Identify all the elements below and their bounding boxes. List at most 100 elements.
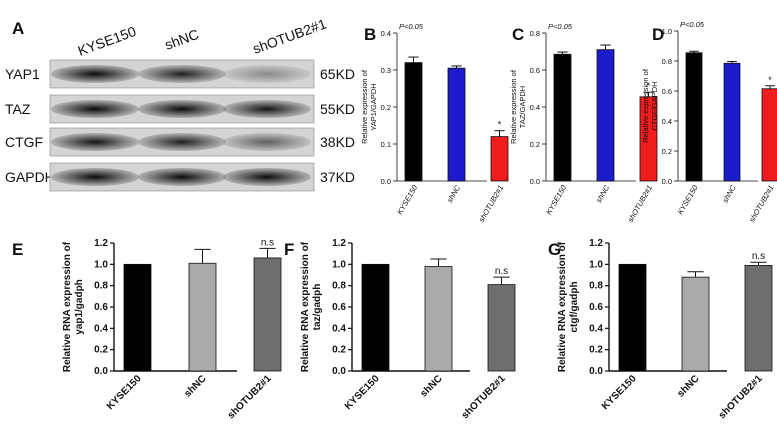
significance-mark-b-3: * <box>498 120 502 130</box>
panel-letter-f: F <box>284 240 294 259</box>
y-tick-label-c-1: 0.2 <box>530 140 540 149</box>
band-taz-lane-1 <box>51 100 139 118</box>
bar-g-2 <box>681 276 710 372</box>
y-tick-label-b-0: 0.0 <box>381 177 391 186</box>
y-tick-label-f-1: 0.2 <box>332 345 346 356</box>
category-label-b-3: shOTUB2#1 <box>477 184 505 224</box>
bar-e-3 <box>253 257 282 372</box>
y-tick-label-c-2: 0.4 <box>530 103 540 112</box>
y-axis-label-c: Relative expression ofTAZ/GAPDH <box>509 69 527 144</box>
lane-label-kyse150: KYSE150 <box>76 23 139 59</box>
bar-f-2 <box>424 266 453 372</box>
y-tick-label-c-3: 0.6 <box>530 66 540 75</box>
y-axis-label-b: Relative expression ofYAP1/GAPDH <box>360 69 378 144</box>
panel-letter-d: D <box>652 25 664 44</box>
significance-mark-f-3: n.s <box>495 266 508 277</box>
y-axis-label-e: Relative RNA expression ofyap1/gadph <box>62 241 85 372</box>
size-label-yap1: 65KD <box>320 66 355 82</box>
bar-f-1 <box>361 263 390 372</box>
y-tick-label-b-3: 0.3 <box>381 66 391 75</box>
bar-b-1 <box>404 62 423 182</box>
band-gapdh-lane-1 <box>51 168 139 186</box>
y-tick-label-f-2: 0.4 <box>332 323 346 334</box>
size-label-gapdh: 37KD <box>320 169 355 185</box>
significance-mark-c-3: * <box>647 81 651 91</box>
lane-label-shnc: shNC <box>163 26 201 53</box>
bar-b-2 <box>447 67 466 182</box>
y-tick-label-g-2: 0.4 <box>589 323 603 334</box>
category-label-f-3: shOTUB2#1 <box>460 373 508 421</box>
y-tick-label-b-1: 0.1 <box>381 140 391 149</box>
size-label-taz: 55KD <box>320 101 355 117</box>
bar-f-3 <box>487 284 516 372</box>
chart-panel-b: B 0.0 0.1 0.2 0.3 0.4 Relative expression ofYA… <box>360 22 509 224</box>
y-tick-label-d-2: 0.4 <box>662 117 672 126</box>
y-tick-label-d-1: 0.2 <box>662 147 672 156</box>
category-label-c-3: shOTUB2#1 <box>626 184 654 224</box>
y-tick-label-e-0: 0.0 <box>94 366 108 377</box>
category-label-d-1: KYSE150 <box>676 183 700 216</box>
chart-panel-c: C 0.0 0.2 0.4 0.6 0.8 Relative expression ofTA… <box>509 22 658 224</box>
band-ctgf-lane-2 <box>138 133 226 151</box>
y-tick-label-d-3: 0.6 <box>662 87 672 96</box>
category-label-b-1: KYSE150 <box>395 183 419 216</box>
bar-e-1 <box>123 263 152 372</box>
category-label-g-3: shOTUB2#1 <box>717 373 765 421</box>
bar-g-3 <box>744 264 773 372</box>
y-axis-label-f: Relative RNA expression oftaz/gadph <box>300 241 323 372</box>
y-tick-label-e-3: 0.6 <box>94 302 108 313</box>
category-label-b-2: shNC <box>445 183 462 204</box>
band-ctgf-lane-1 <box>51 133 139 151</box>
y-tick-label-e-1: 0.2 <box>94 345 108 356</box>
y-tick-label-c-0: 0.0 <box>530 177 540 186</box>
bar-g-1 <box>618 263 647 372</box>
y-tick-label-f-3: 0.6 <box>332 302 346 313</box>
y-tick-label-e-2: 0.4 <box>94 323 108 334</box>
band-ctgf-lane-3 <box>223 133 311 151</box>
significance-mark-d-3: * <box>768 75 772 85</box>
y-tick-label-e-6: 1.2 <box>94 238 108 249</box>
category-label-c-2: shNC <box>594 183 611 204</box>
protein-label-yap1: YAP1 <box>5 66 40 82</box>
y-tick-label-f-0: 0.0 <box>332 366 346 377</box>
y-tick-label-f-4: 0.8 <box>332 281 346 292</box>
y-tick-label-e-4: 0.8 <box>94 281 108 292</box>
size-label-ctgf: 38KD <box>320 134 355 150</box>
y-tick-label-d-4: 0.8 <box>662 57 672 66</box>
y-tick-label-g-0: 0.0 <box>589 366 603 377</box>
category-label-e-1: KYSE150 <box>105 373 144 412</box>
western-blot-panel: A KYSE150 shNC shOTUB2#1 YAP1 65KD TAZ 55KD… <box>5 15 355 192</box>
annotation-d: P<0.05 <box>680 20 705 29</box>
y-tick-label-g-6: 1.2 <box>589 238 603 249</box>
band-gapdh-lane-3 <box>223 168 311 186</box>
band-gapdh-lane-2 <box>138 168 226 186</box>
chart-panel-g: G 0.0 0.2 0.4 0.6 0.8 1.0 1.2 Relative RNA expre… <box>548 238 773 421</box>
y-axis-label-d: Relative expression ofCTGF/GAPDH <box>641 68 659 143</box>
band-yap1-lane-3 <box>223 65 311 83</box>
category-label-f-1: KYSE150 <box>343 373 382 412</box>
chart-panel-f: F 0.0 0.2 0.4 0.6 0.8 1.0 1.2 Relative RNA expre… <box>284 238 516 421</box>
significance-mark-g-3: n.s <box>752 251 765 262</box>
y-tick-label-f-6: 1.2 <box>332 238 346 249</box>
y-tick-label-e-5: 1.0 <box>94 259 108 270</box>
category-label-d-2: shNC <box>721 183 738 204</box>
bar-e-2 <box>188 262 217 372</box>
panel-letter-g: G <box>548 240 561 259</box>
band-yap1-lane-1 <box>51 65 139 83</box>
category-label-f-2: shNC <box>418 373 444 399</box>
y-tick-label-g-3: 0.6 <box>589 302 603 313</box>
panel-letter-b: B <box>364 25 376 44</box>
panel-letter-c: C <box>512 25 524 44</box>
panel-letter-e: E <box>12 240 23 259</box>
category-label-d-3: shOTUB2#1 <box>747 184 775 224</box>
y-tick-label-b-4: 0.4 <box>381 29 391 38</box>
panel-letter-a: A <box>12 19 24 38</box>
annotation-c: P<0.05 <box>548 22 573 31</box>
lane-label-shotub2: shOTUB2#1 <box>251 15 329 56</box>
bar-b-3 <box>490 136 509 182</box>
y-tick-label-d-5: 1.0 <box>662 27 672 36</box>
band-yap1-lane-2 <box>138 65 226 83</box>
category-label-e-3: shOTUB2#1 <box>226 373 274 421</box>
y-tick-label-g-1: 0.2 <box>589 345 603 356</box>
y-tick-label-g-5: 1.0 <box>589 259 603 270</box>
